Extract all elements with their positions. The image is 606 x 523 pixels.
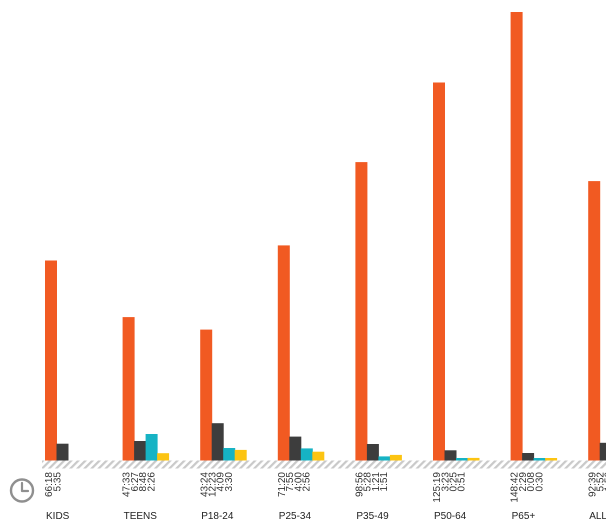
value-label-p25-34-s1: 71:20 [277, 472, 288, 497]
value-label-all-people-s1: 92:39 [587, 472, 598, 497]
category-label-p25-34: P25-34 [279, 511, 312, 522]
bar-teens-s1 [122, 317, 135, 461]
category-label-p18-24: P18-24 [201, 511, 234, 522]
clock-icon [9, 478, 35, 503]
value-label-p65--s2: 2:29 [518, 472, 529, 492]
bar-all-people-s2 [599, 442, 606, 461]
value-label-p50-64-s3: 0:25 [449, 472, 460, 492]
value-label-kids-s2: 5:35 [52, 472, 63, 492]
value-label-p50-64-s2: 3:23 [440, 472, 451, 492]
category-label-all-people: ALL PEOPLE [589, 511, 606, 522]
bar-all-people-s1 [588, 181, 601, 461]
bars-group [45, 12, 606, 461]
bar-p25-34-s3 [300, 448, 313, 461]
bar-p65--s4 [545, 458, 558, 461]
value-label-p18-24-s4: 3:30 [224, 472, 235, 492]
bar-p50-64-s4 [467, 457, 480, 461]
value-label-p65--s1: 148:42 [510, 472, 521, 503]
value-label-p65--s3: 0:08 [526, 472, 537, 492]
bar-p65--s3 [533, 458, 546, 461]
value-label-teens-s1: 47:33 [122, 472, 133, 497]
bar-p35-49-s1 [355, 162, 368, 461]
bar-p50-64-s1 [433, 82, 445, 461]
bar-p65--s2 [522, 453, 535, 461]
category-label-kids: KIDS [46, 511, 70, 522]
value-label-p18-24-s2: 12:23 [208, 472, 219, 497]
bar-p50-64-s3 [456, 458, 468, 461]
value-label-all-people-s2: 5:52 [596, 472, 606, 492]
bar-teens-s4 [157, 453, 170, 461]
bar-p35-49-s3 [378, 456, 391, 461]
bar-p50-64-s2 [444, 450, 457, 461]
category-label-p50-64: P50-64 [434, 511, 467, 522]
value-label-p35-49-s3: 1:21 [371, 472, 382, 492]
bar-teens-s2 [134, 441, 147, 461]
bar-teens-s3 [145, 434, 158, 461]
value-label-p65--s4: 0:30 [534, 472, 545, 492]
bar-p65--s1 [510, 12, 523, 461]
value-label-p50-64-s4: 0:51 [457, 472, 468, 492]
value-label-teens-s3: 8:48 [138, 472, 149, 492]
value-label-all-people-s3: 1:56 [604, 472, 606, 492]
bar-p25-34-s1 [277, 245, 290, 461]
value-label-teens-s2: 6:27 [130, 472, 141, 492]
value-label-p35-49-s1: 98:56 [355, 472, 366, 497]
bar-p18-24-s1 [200, 329, 213, 461]
value-label-p18-24-s3: 4:09 [216, 472, 227, 492]
bar-p18-24-s3 [223, 448, 236, 461]
bar-p18-24-s4 [234, 449, 247, 461]
category-label-p35-49: P35-49 [356, 511, 389, 522]
value-label-p35-49-s2: 5:28 [363, 472, 374, 492]
axis-hatch-band [42, 460, 606, 469]
bar-p18-24-s2 [211, 423, 224, 461]
value-label-p25-34-s4: 2:56 [302, 472, 313, 492]
value-label-p25-34-s3: 4:00 [293, 472, 304, 492]
bar-kids-s2 [56, 443, 69, 461]
value-labels-group: 66:185:35 47:336:278:482:26 43:2412:234:09… [44, 472, 606, 503]
value-label-p18-24-s1: 43:24 [199, 472, 210, 497]
category-label-teens: TEENS [124, 511, 158, 522]
bar-kids-s1 [45, 260, 57, 461]
bar-p25-34-s4 [312, 451, 325, 461]
bar-p25-34-s2 [289, 436, 302, 461]
bar-p35-49-s2 [366, 444, 379, 461]
value-label-p35-49-s4: 1:51 [379, 472, 390, 492]
value-label-p25-34-s2: 7:55 [285, 472, 296, 492]
category-labels-group: KIDS TEENS P18-24 P25-34 P35-49 P50-64 P65+ ALL… [46, 511, 606, 522]
bar-p35-49-s4 [389, 454, 402, 461]
value-label-teens-s4: 2:26 [146, 472, 157, 492]
value-label-p50-64-s1: 125:19 [432, 472, 443, 503]
value-label-kids-s1: 66:18 [44, 472, 55, 497]
category-label-p65-: P65+ [512, 511, 536, 522]
